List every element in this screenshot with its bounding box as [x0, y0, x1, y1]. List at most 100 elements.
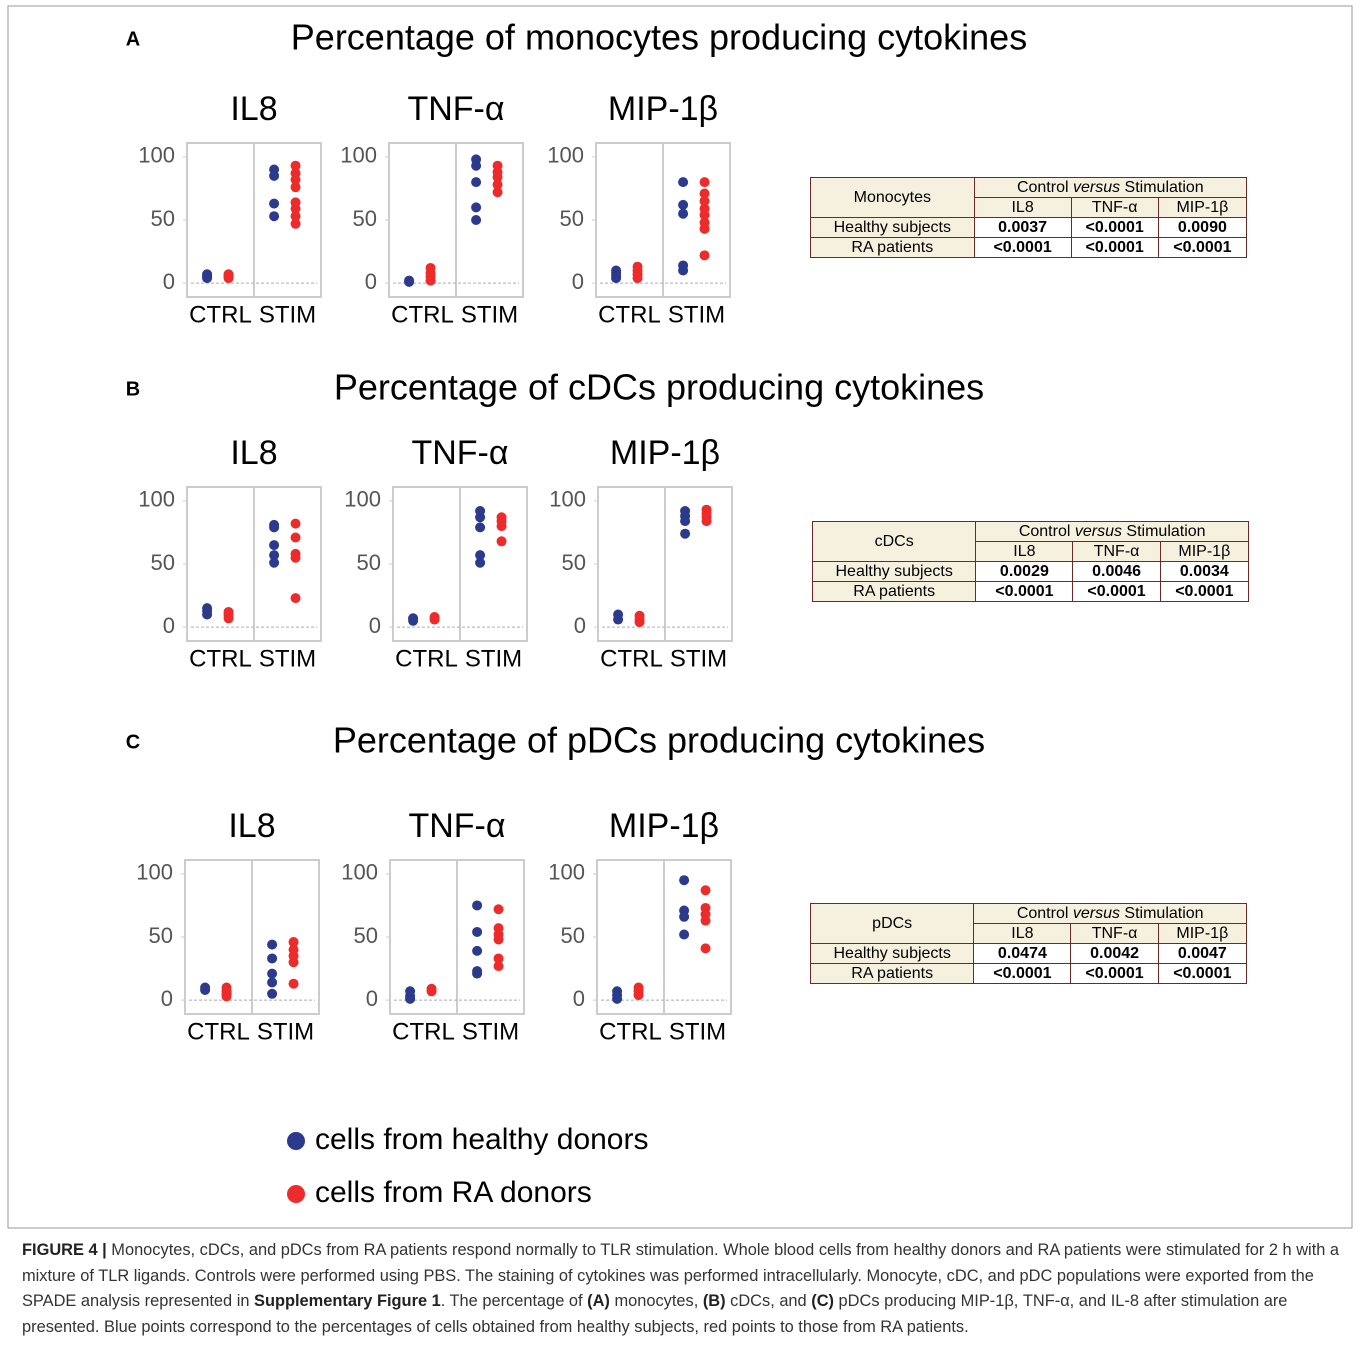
y-tick-label: 100 [344, 487, 381, 512]
chart-title: MIP-1β [610, 434, 720, 472]
p-value: <0.0001 [975, 581, 1074, 602]
data-point [221, 982, 232, 993]
data-point [700, 915, 711, 926]
column-header: IL8 [973, 197, 1072, 218]
caption-text: (C) [811, 1292, 834, 1310]
y-tick-label: 50 [357, 550, 381, 575]
y-tick-label: 0 [574, 613, 586, 638]
chart-title: TNF-α [411, 434, 508, 472]
x-tick-label: STIM [462, 1018, 519, 1045]
data-point [699, 188, 710, 199]
caption-text: FIGURE 4 | [22, 1241, 112, 1259]
panel-title: Percentage of monocytes producing cytoki… [291, 17, 1027, 58]
p-value: 0.0046 [1072, 561, 1161, 582]
p-value: <0.0001 [1157, 237, 1248, 258]
data-point [475, 522, 486, 533]
x-tick-label: STIM [670, 645, 727, 672]
data-point [200, 982, 211, 993]
y-tick-label: 0 [161, 986, 173, 1011]
chart-title: TNF-α [408, 807, 505, 845]
data-point [290, 160, 301, 171]
data-point [701, 516, 712, 527]
data-point [679, 929, 690, 940]
header-text: Stimulation [1121, 523, 1206, 540]
x-tick-label: STIM [668, 301, 725, 328]
y-tick-label: 50 [354, 923, 378, 948]
x-tick-label: STIM [465, 645, 522, 672]
header-text: Control [1016, 179, 1073, 196]
y-tick-label: 100 [138, 143, 175, 168]
data-point [678, 199, 689, 210]
data-point [475, 557, 486, 568]
panel-letter: B [126, 378, 140, 400]
data-point [290, 211, 301, 222]
data-point [290, 552, 301, 563]
data-point [269, 170, 280, 181]
data-point [471, 215, 482, 225]
data-point [700, 885, 711, 896]
p-value: <0.0001 [1072, 581, 1161, 602]
y-tick-label: 100 [547, 143, 584, 168]
p-value: <0.0001 [973, 963, 1072, 984]
table-row: RA patients <0.0001 <0.0001 <0.0001 [810, 237, 1248, 258]
table-row: IL8 TNF-α MIP-1β [811, 923, 1248, 944]
data-point [679, 875, 690, 886]
row-label: RA patients [810, 237, 975, 258]
data-point [288, 978, 299, 989]
header-text: Control [1016, 905, 1073, 922]
stats-table: pDCs Control versus Stimulation IL8 TNF-α MI… [809, 903, 1248, 984]
data-point [613, 609, 624, 620]
data-point [678, 177, 689, 188]
table-row: RA patients <0.0001 <0.0001 <0.0001 [811, 581, 1250, 602]
data-point [678, 265, 689, 276]
y-tick-label: 100 [138, 487, 175, 512]
table-header: Control versus Stimulation [973, 903, 1247, 924]
data-point [269, 198, 280, 209]
row-label: RA patients [809, 963, 975, 984]
data-point [496, 521, 507, 532]
data-point [223, 269, 234, 280]
x-tick-label: STIM [259, 645, 316, 672]
p-value: 0.0037 [973, 217, 1072, 238]
data-point [269, 522, 280, 533]
data-point [404, 275, 415, 286]
header-text: versus [1072, 905, 1120, 922]
y-tick-label: 0 [365, 269, 377, 294]
y-tick-label: 0 [369, 613, 381, 638]
data-point [408, 613, 419, 624]
data-point [267, 953, 278, 964]
figure-frame [7, 5, 1353, 1229]
data-point [680, 516, 691, 527]
data-point [699, 209, 710, 220]
p-value: 0.0047 [1157, 943, 1248, 964]
data-point [269, 211, 280, 222]
header-text: Stimulation [1120, 179, 1204, 196]
y-tick-label: 0 [163, 613, 175, 638]
table-row: IL8 TNF-α MIP-1β [813, 541, 1250, 562]
data-point [475, 512, 486, 523]
p-value: 0.0029 [975, 561, 1074, 582]
data-point [202, 603, 213, 614]
p-value: 0.0090 [1157, 217, 1248, 238]
y-tick-label: 100 [341, 860, 378, 885]
data-point [472, 900, 483, 911]
y-tick-label: 100 [548, 860, 585, 885]
data-point [429, 612, 440, 623]
table-row: pDCs Control versus Stimulation [809, 903, 1247, 944]
legend-marker [287, 1132, 305, 1150]
column-header: IL8 [975, 541, 1074, 562]
caption-text: Supplementary Figure 1 [254, 1292, 441, 1310]
caption-text: cDCs, and [725, 1292, 812, 1310]
data-point [267, 968, 278, 979]
y-tick-label: 100 [340, 143, 377, 168]
table-corner: Monocytes [810, 177, 975, 218]
table-row: RA patients <0.0001 <0.0001 <0.0001 [809, 963, 1248, 984]
chart-title: MIP-1β [608, 90, 718, 128]
caption-text: monocytes, [609, 1292, 703, 1310]
caption-text: (A) [587, 1292, 610, 1310]
chart-title: TNF-α [407, 90, 504, 128]
data-point [267, 977, 278, 988]
table-header: Control versus Stimulation [973, 177, 1248, 198]
data-point [699, 223, 710, 234]
y-tick-label: 0 [366, 986, 378, 1011]
